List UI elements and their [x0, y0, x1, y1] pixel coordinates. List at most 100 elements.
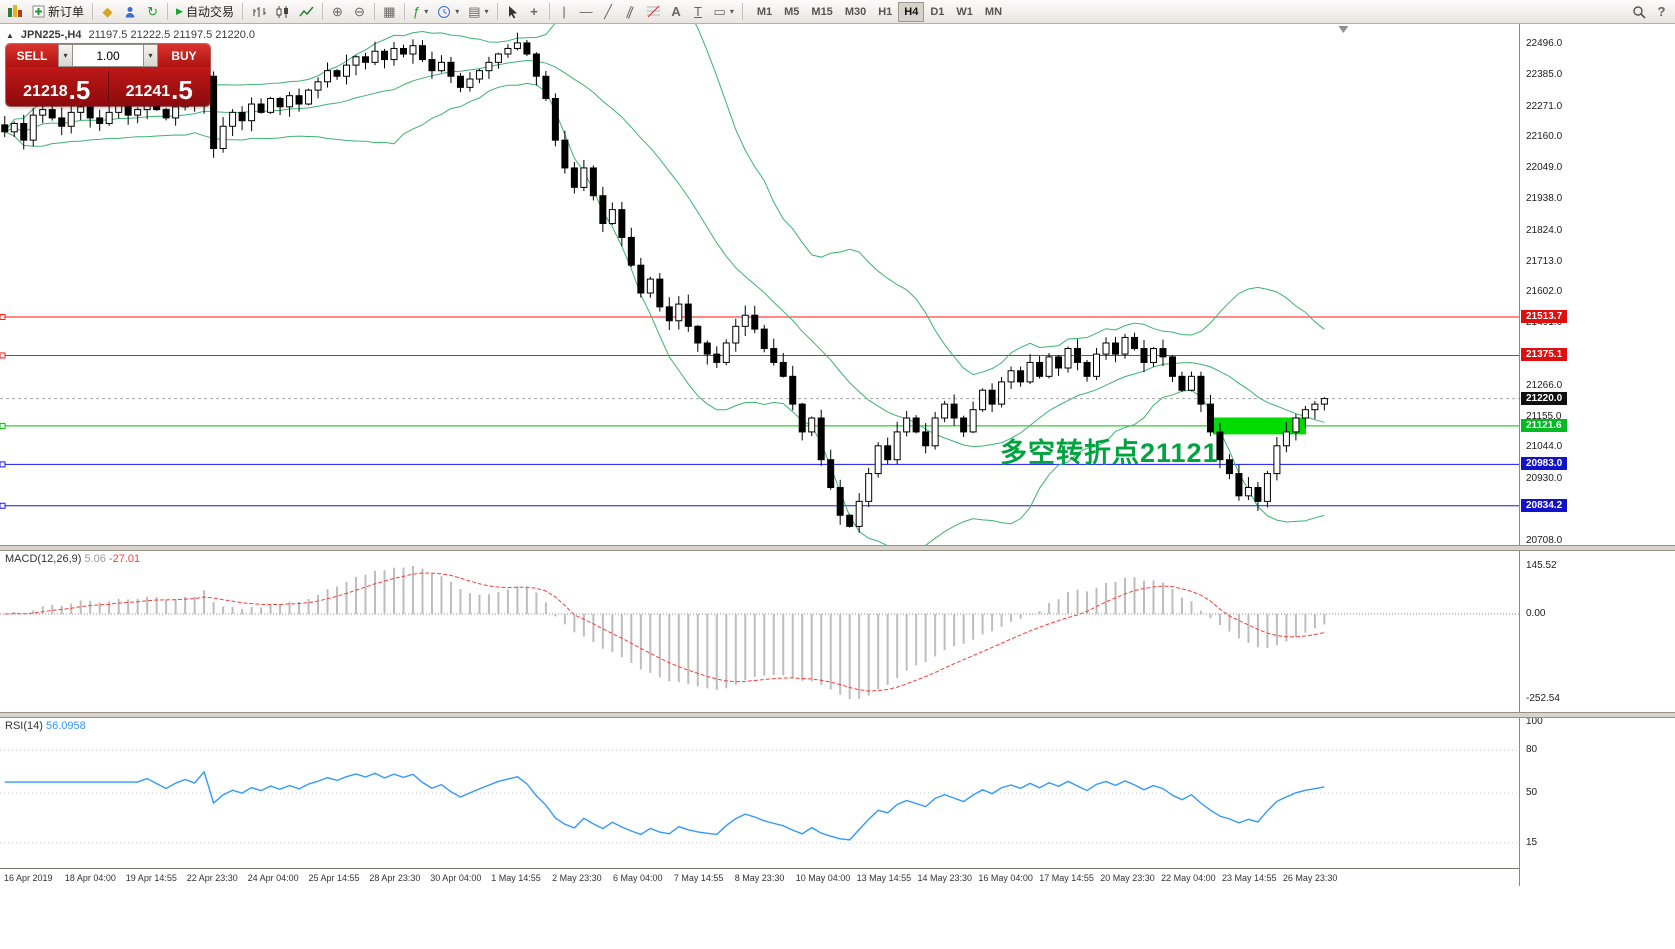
- macd-axis-tick: -252.54: [1526, 693, 1560, 704]
- navigator-icon[interactable]: [119, 2, 141, 22]
- timeframe-m5[interactable]: M5: [778, 2, 805, 22]
- time-label: 30 Apr 04:00: [430, 873, 482, 883]
- timeframe-h1[interactable]: H1: [872, 2, 898, 22]
- timeframe-d1[interactable]: D1: [924, 2, 950, 22]
- price-axis-tick: 21155.0: [1526, 410, 1562, 422]
- tile-windows-icon[interactable]: ▦: [379, 2, 400, 22]
- volume-input[interactable]: [73, 44, 143, 67]
- time-label: 24 Apr 04:00: [247, 873, 299, 883]
- chevron-down-icon: ▾: [424, 7, 429, 16]
- new-order-icon: [32, 5, 45, 18]
- channel-icon[interactable]: ∥: [620, 2, 641, 22]
- new-order-button[interactable]: 新订单: [28, 2, 88, 22]
- time-axis[interactable]: 16 Apr 2019 18 Apr 04:00 19 Apr 14:55 22 Ap…: [0, 868, 1675, 886]
- autotrading-play-icon: ▶: [176, 6, 183, 16]
- price-axis-tick: 21713.0: [1526, 255, 1563, 267]
- vertical-line-icon[interactable]: |: [554, 2, 575, 22]
- pane-separator[interactable]: [0, 712, 1675, 718]
- symbol-period-label: JPN225-,H4: [20, 29, 82, 41]
- market-watch-icon[interactable]: ◆: [97, 2, 118, 22]
- rsi-name: RSI(14): [5, 720, 43, 732]
- price-axis[interactable]: 22496.0 22385.0 22271.0 22160.0 22049.0 21938…: [1519, 24, 1675, 886]
- time-label: 19 Apr 14:55: [125, 873, 177, 883]
- autotrading-label: 自动交易: [185, 5, 234, 19]
- timeframe-m30[interactable]: M30: [839, 2, 872, 22]
- time-label: 22 May 04:00: [1161, 873, 1216, 883]
- price-axis-tick: 21824.0: [1526, 224, 1563, 236]
- rsi-axis-tick: 80: [1526, 744, 1538, 756]
- zoom-in-icon[interactable]: ⊕: [327, 2, 348, 22]
- search-icon[interactable]: [1628, 2, 1650, 22]
- periods-button[interactable]: ▾: [433, 2, 463, 22]
- buy-button[interactable]: BUY: [158, 44, 210, 67]
- sell-price-pips: .5: [68, 75, 91, 106]
- macd-name: MACD(12,26,9): [5, 553, 82, 565]
- candlestick-chart-icon[interactable]: [271, 2, 294, 22]
- main-chart[interactable]: [0, 24, 1519, 545]
- macd-value-signal: -27.01: [108, 553, 141, 565]
- bar-chart-icon[interactable]: [247, 2, 270, 22]
- volume-decrease-dropdown[interactable]: ▾: [58, 44, 73, 67]
- toolbar-separator: [741, 3, 743, 20]
- timeframe-h4[interactable]: H4: [898, 1, 925, 22]
- fibonacci-icon[interactable]: [642, 2, 665, 22]
- text-icon[interactable]: A: [666, 2, 687, 22]
- macd-pane[interactable]: [0, 551, 1519, 712]
- price-tag: 21220.0: [1521, 391, 1568, 405]
- indicators-button[interactable]: ƒ ▾: [409, 2, 432, 22]
- timeframe-m15[interactable]: M15: [805, 2, 838, 22]
- buy-price[interactable]: 21241 .5: [109, 67, 211, 106]
- trendline-icon[interactable]: ╱: [598, 2, 619, 22]
- time-label: 16 May 04:00: [978, 873, 1033, 883]
- horizontal-line-icon[interactable]: —: [576, 2, 597, 22]
- toolbar-separator: [373, 3, 375, 20]
- time-label: 17 May 14:55: [1039, 873, 1094, 883]
- pane-separator[interactable]: [0, 545, 1675, 551]
- zoom-out-icon[interactable]: ⊖: [349, 2, 370, 22]
- volume-increase-dropdown[interactable]: ▾: [143, 44, 158, 67]
- buy-price-pips: .5: [171, 75, 193, 106]
- toolbar-separator: [548, 3, 550, 20]
- ohlc-values: 21197.5 21222.5 21197.5 21220.0: [88, 29, 256, 41]
- macd-axis-tick: 145.52: [1526, 560, 1557, 571]
- price-axis-tick: 22160.0: [1526, 131, 1563, 143]
- cursor-icon[interactable]: [502, 2, 523, 22]
- time-label: 10 May 04:00: [795, 873, 851, 883]
- price-tag: 20983.0: [1521, 457, 1568, 471]
- price-axis-tick: 22271.0: [1526, 100, 1563, 112]
- chart-window: 16 Apr 2019 18 Apr 04:00 19 Apr 14:55 22 Ap…: [0, 24, 1675, 949]
- chart-annotation-text: 多空转折点21121: [1000, 438, 1219, 468]
- autotrading-button[interactable]: ▶ 自动交易: [172, 2, 238, 22]
- crosshair-icon[interactable]: +: [524, 2, 545, 22]
- rsi-pane[interactable]: [0, 718, 1519, 868]
- sell-button[interactable]: SELL: [6, 44, 58, 67]
- new-order-label: 新订单: [48, 5, 85, 19]
- timeframe-w1[interactable]: W1: [950, 2, 979, 22]
- toolbar-separator: [92, 3, 94, 20]
- time-label: 2 May 23:30: [552, 873, 602, 883]
- time-label: 23 May 14:55: [1222, 873, 1277, 883]
- one-click-toggle[interactable]: ▲: [6, 30, 14, 40]
- time-label: 28 Apr 23:30: [369, 873, 421, 883]
- line-chart-icon[interactable]: [295, 2, 318, 22]
- templates-button[interactable]: ▤ ▾: [464, 2, 492, 22]
- shapes-button[interactable]: ▭ ▾: [710, 2, 738, 22]
- price-axis-tick: 20708.0: [1526, 534, 1563, 546]
- help-icon[interactable]: ?: [1651, 2, 1672, 22]
- price-axis-tick: 21602.0: [1526, 286, 1563, 298]
- rsi-value: 56.0958: [45, 720, 86, 732]
- timeframe-mn[interactable]: MN: [979, 2, 1008, 22]
- text-label-icon[interactable]: T: [688, 2, 709, 22]
- refresh-icon[interactable]: ↻: [142, 2, 163, 22]
- price-axis-tick: 22049.0: [1526, 162, 1563, 174]
- rsi-axis-tick: 50: [1526, 787, 1538, 798]
- timeframe-group: M1 M5 M15 M30 H1 H4 D1 W1 MN: [751, 1, 1008, 22]
- timeframe-m1[interactable]: M1: [751, 2, 778, 22]
- time-label: 18 Apr 04:00: [64, 873, 116, 883]
- price-axis-tick: 21938.0: [1526, 193, 1563, 205]
- time-label: 16 Apr 2019: [4, 873, 53, 883]
- rsi-axis-tick: 15: [1526, 836, 1538, 848]
- toolbar-separator: [167, 3, 169, 20]
- sell-price[interactable]: 21218 .5: [6, 67, 108, 106]
- toolbar-separator: [496, 3, 498, 20]
